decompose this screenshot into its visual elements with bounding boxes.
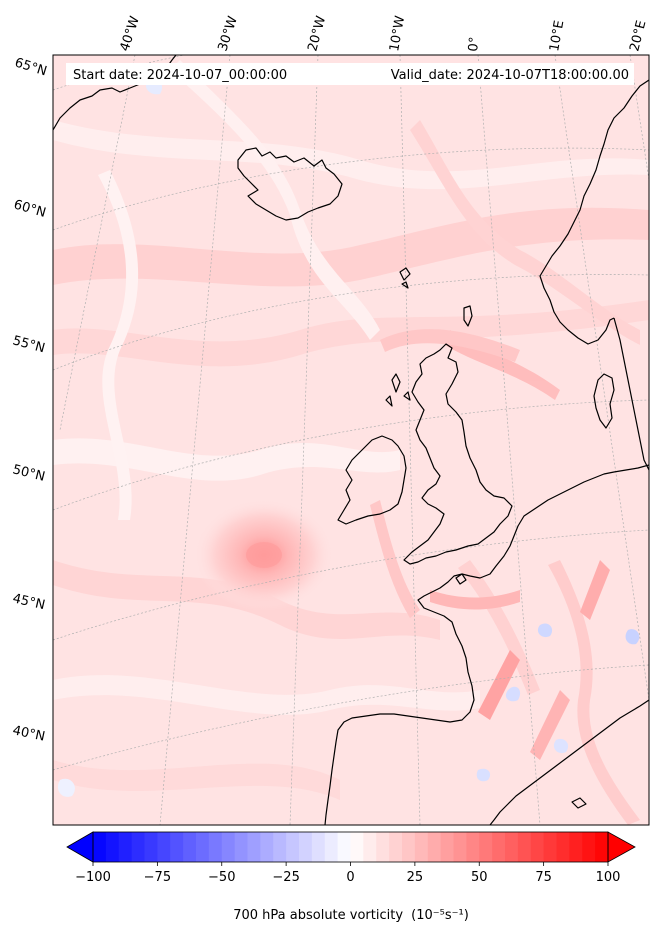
colorbar-cell — [350, 832, 364, 862]
colorbar-cell — [311, 832, 326, 862]
longitude-labels: 40°W 30°W 20°W 10°W 0° 10°E 20°E — [118, 14, 650, 53]
lat-label-40n: 40°N — [11, 723, 46, 744]
colorbar-cell — [131, 832, 145, 862]
colorbar-cell — [337, 832, 351, 862]
lat-label-50n: 50°N — [11, 462, 46, 484]
colorbar-cell — [196, 832, 210, 862]
map-panel — [53, 55, 649, 825]
start-date-label: Start date: 2024-10-07_00:00:00 — [73, 68, 287, 83]
ireland-coast — [337, 435, 407, 525]
colorbar-label-unit: (10⁻⁵s⁻¹) — [411, 908, 469, 923]
lat-label-60n: 60°N — [12, 197, 48, 220]
negative-vorticity-patches — [57, 78, 640, 797]
colorbar-cell — [389, 832, 403, 862]
lon-label-20e: 20°E — [627, 19, 649, 53]
colorbar-cell — [299, 832, 313, 862]
colorbar-cell — [479, 832, 493, 862]
faroe-islands — [399, 267, 411, 289]
colorbar-cell — [93, 832, 107, 862]
colorbar-cell — [324, 832, 339, 862]
colorbar-tick-label: 75 — [535, 870, 552, 885]
colorbar-cell — [492, 832, 506, 862]
colorbar-cell — [517, 832, 532, 862]
colorbar-cell — [530, 832, 545, 862]
continental-europe-coast — [324, 464, 649, 825]
sweden-coast — [613, 317, 649, 471]
colorbar-tick-label: 0 — [346, 870, 354, 885]
colorbar-cell — [569, 832, 583, 862]
colorbar-cell — [170, 832, 184, 862]
colorbar-cells — [93, 832, 609, 862]
colorbar-tick-label: −50 — [208, 870, 235, 885]
colorbar-tick-label: −100 — [75, 870, 111, 885]
map-frame — [52, 54, 650, 826]
colorbar-cell — [414, 832, 429, 862]
colorbar-cell — [144, 832, 158, 862]
great-britain-coast — [403, 343, 513, 565]
colorbar-cell — [221, 832, 236, 862]
colorbar-cell — [183, 832, 197, 862]
lon-label-40w: 40°W — [118, 14, 143, 53]
colorbar-label: 700 hPa absolute vorticity (10⁻⁵s⁻¹) — [233, 908, 469, 923]
colorbar-cell — [260, 832, 274, 862]
colorbar-cell — [582, 832, 596, 862]
iceland-coast — [237, 147, 343, 221]
colorbar-cell — [556, 832, 570, 862]
valid-date-label: Valid_date: 2024-10-07T18:00:00.00 — [391, 68, 629, 83]
colorbar-label-quantity: 700 hPa absolute vorticity — [233, 908, 403, 923]
colorbar-cell — [543, 832, 557, 862]
vorticity-field-bands — [53, 60, 649, 825]
shetland-islands — [463, 305, 473, 327]
colorbar-cell — [157, 832, 171, 862]
lat-label-55n: 55°N — [11, 333, 47, 356]
colorbar: −100 −75 −50 −25 0 25 50 75 100 700 hPa absolute… — [66, 831, 636, 923]
lon-label-0: 0° — [466, 36, 482, 52]
colorbar-low-extend — [66, 831, 94, 863]
graticule — [53, 55, 649, 825]
colorbar-cell — [595, 832, 609, 862]
denmark-coast — [593, 373, 615, 429]
colorbar-cell — [466, 832, 480, 862]
colorbar-high-extend — [607, 831, 636, 863]
colorbar-cell — [208, 832, 223, 862]
lat-label-45n: 45°N — [11, 591, 46, 613]
colorbar-tick-label: −75 — [144, 870, 171, 885]
colorbar-cell — [118, 832, 133, 862]
iberia-mediterranean-coast — [489, 699, 649, 825]
colorbar-cell — [376, 832, 390, 862]
colorbar-cell — [505, 832, 519, 862]
latitude-labels: 65°N 60°N 55°N 50°N 45°N 40°N — [11, 55, 49, 744]
colorbar-cell — [273, 832, 287, 862]
lon-label-20w: 20°W — [305, 14, 329, 53]
colorbar-tick-label: 25 — [407, 870, 424, 885]
norway-coast — [539, 79, 649, 345]
lat-label-65n: 65°N — [13, 55, 49, 79]
colorbar-ticks: −100 −75 −50 −25 0 25 50 75 100 — [75, 862, 620, 885]
colorbar-tick-label: −25 — [272, 870, 299, 885]
header-background — [66, 63, 634, 85]
lon-label-10w: 10°W — [387, 15, 408, 53]
colorbar-cell — [453, 832, 467, 862]
lon-label-10e: 10°E — [547, 19, 567, 52]
colorbar-cell — [363, 832, 377, 862]
colorbar-cell — [440, 832, 454, 862]
colorbar-cell — [286, 832, 300, 862]
colorbar-tick-label: 50 — [471, 870, 488, 885]
colorbar-cell — [402, 832, 416, 862]
hebrides-islands — [385, 373, 411, 407]
lon-label-30w: 30°W — [216, 14, 241, 53]
colorbar-cell — [427, 832, 442, 862]
channel-islands — [455, 573, 467, 585]
colorbar-cell — [234, 832, 248, 862]
colorbar-cell — [105, 832, 120, 862]
colorbar-cell — [247, 832, 261, 862]
colorbar-tick-label: 100 — [596, 870, 621, 885]
balearic-islands — [571, 797, 587, 809]
